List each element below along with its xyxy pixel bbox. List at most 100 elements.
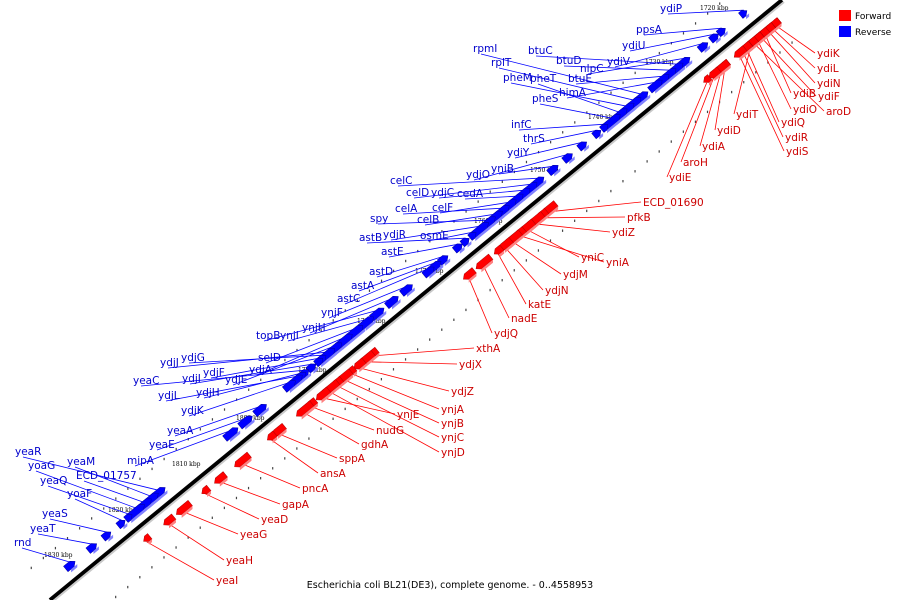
reverse-gene-ydjO [561,153,575,165]
reverse-gene-label: yeaT [30,523,56,535]
reverse-gene-label: ydjO [466,169,490,181]
tick-mark [368,387,370,391]
forward-gene-aroH [708,66,722,82]
forward-gene-yeaG [176,500,193,518]
reverse-gene-label: nlpC [580,63,604,75]
reverse-gene-label: celB [417,214,439,226]
reverse-gene-label: yoaF [67,488,92,500]
reverse-gene-label: selD [258,352,281,364]
tick-mark [658,51,660,55]
reverse-gene-ydiY [576,141,589,152]
tick-mark [103,507,105,510]
tick-mark [537,249,540,252]
reverse-gene-label: ynjF [321,307,343,319]
reverse-label-line [265,327,357,364]
tick-mark [634,170,636,173]
reverse-gene-label: osmE [420,230,449,242]
reverse-label-line [480,53,642,95]
reverse-label-line [22,456,159,491]
reverse-gene-label: ynjI [280,330,299,342]
reverse-gene-label: rpmI [473,43,497,55]
tick-mark [706,110,709,114]
tick-mark [332,319,334,322]
tick-mark [501,180,503,184]
forward-label-line [358,367,450,392]
forward-label-line [541,216,626,219]
tick-mark [791,41,793,44]
forward-gene-ydjZ [353,357,367,373]
tick-mark [163,457,165,461]
tick-label: 1720 kbp [700,5,729,12]
reverse-gene-label: himA [559,87,587,99]
reverse-gene-label: ydjF [203,367,225,379]
forward-gene-label: ansA [320,468,347,480]
tick-mark [513,269,515,272]
reverse-gene-yeaQ [123,514,135,524]
tick-mark [320,329,322,332]
reverse-gene-ydjK [282,380,298,394]
reverse-gene-label: celC [390,175,412,187]
forward-gene-label: yniA [606,257,630,269]
reverse-label-line [539,103,613,119]
forward-label-line [278,433,338,459]
reverse-gene-label: spy [370,213,388,225]
forward-gene-label: ynjE [397,409,419,421]
tick-mark [501,278,503,282]
reverse-label-line [37,533,93,545]
forward-label-line [146,541,215,581]
forward-gene-ydiE [703,74,713,86]
reverse-gene-label: infC [511,119,532,131]
forward-gene-label: ydiK [817,48,841,60]
forward-label-line [549,201,642,213]
forward-gene-label: ynjB [441,418,464,430]
reverse-label-line [156,417,247,451]
reverse-label-line [74,466,152,497]
tick-mark [368,289,371,292]
reverse-gene-osmE [467,232,479,242]
reverse-label-line [535,55,679,65]
forward-gene-label: ydiE [669,172,691,184]
tick-mark [441,230,443,233]
forward-gene-label: gapA [282,499,310,511]
reverse-gene-label: ydiV [607,56,631,68]
forward-label-line [761,37,817,97]
forward-label-line [344,379,440,424]
reverse-gene-astC [421,266,437,279]
tick-mark [66,537,69,540]
tick-mark [586,209,588,213]
reverse-gene-label: celD [406,187,429,199]
forward-gene-label: ydiB [793,88,816,100]
tick-mark [550,141,552,144]
reverse-gene-label: mipA [127,455,155,467]
forward-gene-ynjE [315,386,332,404]
reverse-gene-layer [63,10,750,573]
reverse-label-line [167,351,327,369]
forward-gene-nadE [475,253,494,273]
reverse-gene-label: pheT [530,73,557,85]
reverse-gene-label: astB [359,232,382,244]
reverse-gene-label: btuD [556,55,582,67]
reverse-gene-label: yeaQ [40,475,67,487]
tick-mark [78,527,81,530]
genome-caption: Escherichia coli BL21(DE3), complete gen… [307,580,593,591]
forward-gene-label: ydiQ [781,117,805,129]
tick-mark [598,101,600,104]
reverse-label-line [21,547,71,563]
tick-mark [356,397,358,401]
forward-gene-label: ydjN [545,285,569,297]
reverse-gene-thrS [591,129,604,140]
forward-gene-label: ynjC [441,432,464,444]
forward-gene-yeaH [163,513,177,529]
tick-mark [151,566,153,569]
forward-gene-gdhA [296,400,315,420]
reverse-gene-label: rplT [491,57,512,69]
reverse-gene-ydiP [738,10,750,20]
reverse-label-line [614,42,704,68]
tick-mark [731,90,733,94]
tick-mark [767,61,769,64]
tick-label: 1820 kbp [108,507,137,514]
reverse-gene-ynjH [384,296,401,310]
forward-label-line [746,49,780,123]
reverse-label-line [464,195,517,200]
tick-mark [91,517,93,520]
